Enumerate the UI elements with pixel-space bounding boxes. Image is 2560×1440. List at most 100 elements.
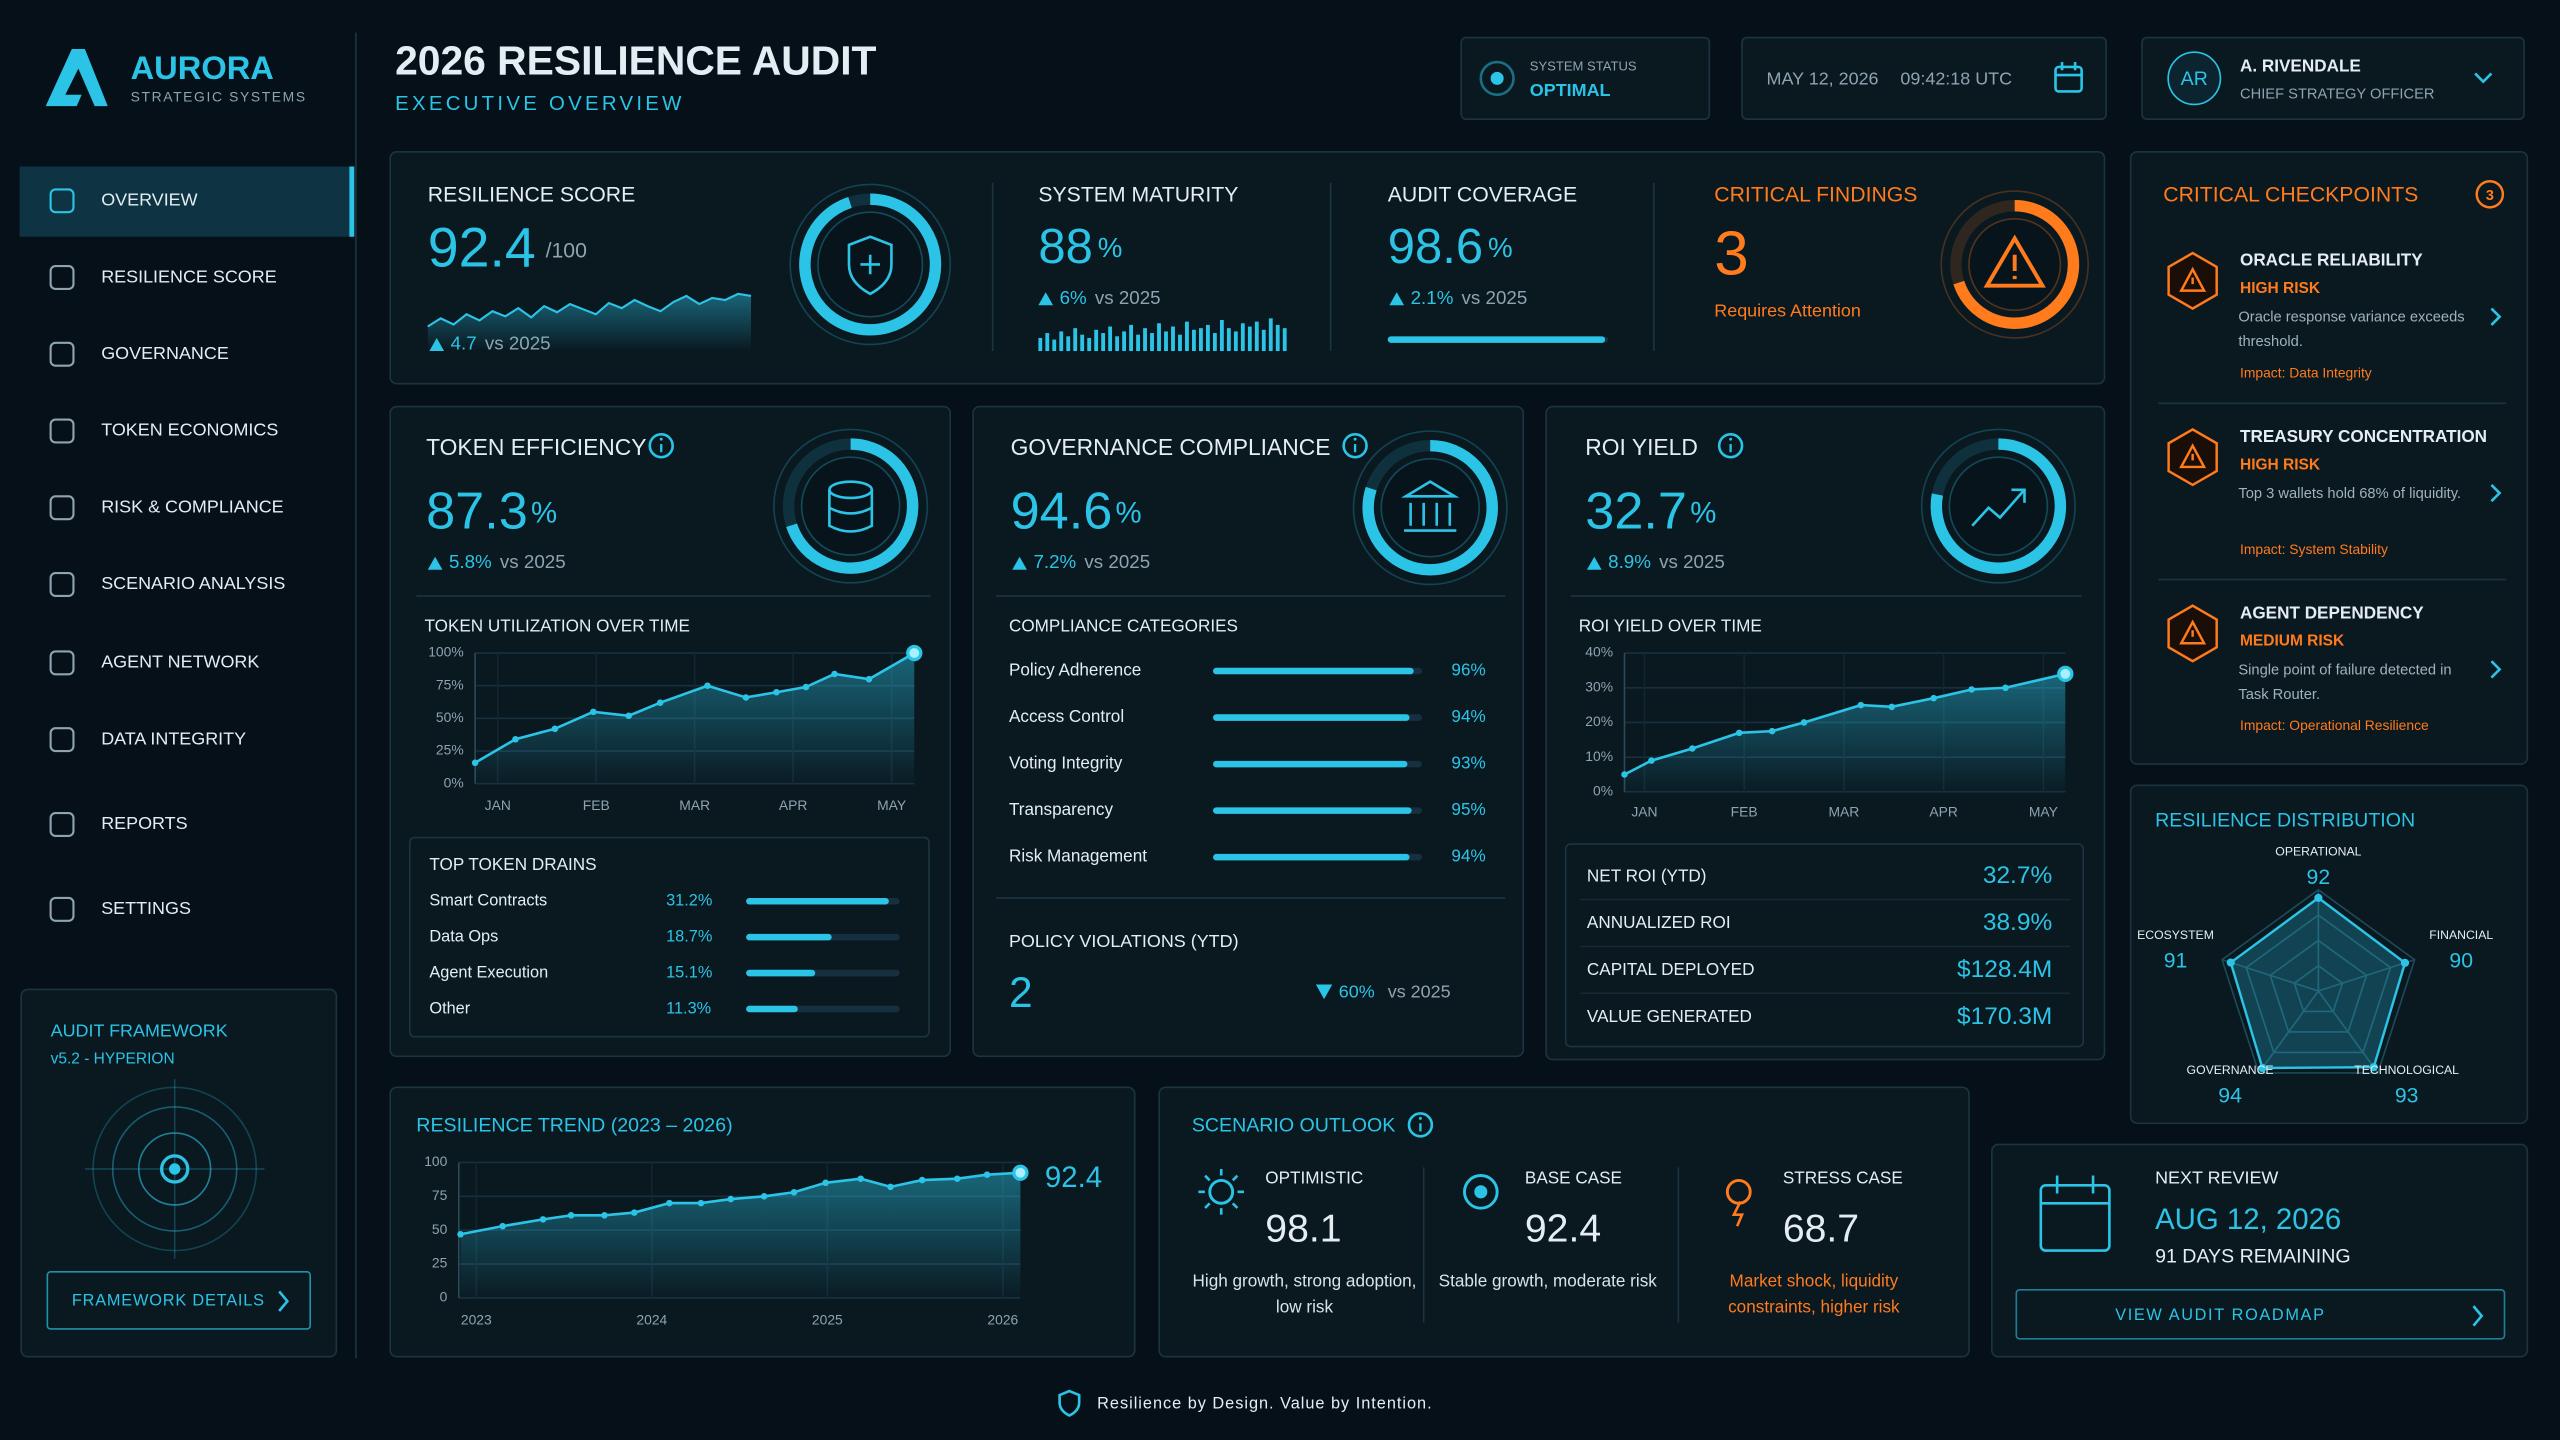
point	[551, 725, 559, 733]
user-name: A. RIVENDALE	[2240, 55, 2361, 75]
text-block: High growth, strong adoption, low risk	[1193, 1272, 1417, 1318]
mini-bar	[1143, 328, 1147, 352]
y-tick-label: 0	[440, 1289, 448, 1305]
user-initials: AR	[2181, 68, 2208, 90]
description: Oracle response variance exceeds thresho…	[2238, 308, 2465, 350]
chevron[interactable]	[2490, 307, 2502, 326]
description: Market shock, liquidity constraints, hig…	[1728, 1271, 1900, 1318]
nav-icon	[49, 727, 75, 753]
y-tick-label: 30%	[1585, 678, 1613, 694]
mini-bar	[1233, 331, 1238, 352]
framework-button-label[interactable]: FRAMEWORK DETAILS	[72, 1292, 265, 1310]
compare: vs 2025	[1388, 981, 1451, 1001]
drains-title: TOP TOKEN DRAINS	[429, 854, 596, 874]
x-tick-label: 2025	[812, 1311, 843, 1327]
roadmap-button[interactable]	[2015, 1288, 2506, 1340]
chevron	[2472, 1305, 2484, 1327]
point	[656, 699, 664, 706]
point	[742, 694, 750, 701]
nav-item[interactable]: DATA INTEGRITY	[101, 728, 246, 748]
nav-item[interactable]: RESILIENCE SCORE	[101, 266, 276, 286]
governance-panel	[972, 405, 1525, 1058]
warning-icon	[1983, 234, 2046, 288]
line	[1623, 672, 2066, 776]
point	[601, 1212, 608, 1219]
info-icon	[1717, 432, 1744, 459]
page-title: 2026 RESILIENCE AUDIT	[395, 37, 876, 83]
metric-value: 38.9%	[1983, 909, 2052, 936]
radar-point	[2400, 958, 2410, 967]
metric-value: 32.7%	[1983, 862, 2052, 889]
review-remaining: 91 DAYS REMAINING	[2155, 1245, 2350, 1267]
user-box[interactable]	[2141, 36, 2525, 120]
point	[704, 682, 711, 689]
radar-ring	[2293, 964, 2344, 1013]
info-icon	[1418, 1116, 1422, 1120]
radar-label: ECOSYSTEM	[2137, 928, 2214, 942]
roadmap-button-label[interactable]: VIEW AUDIT ROADMAP	[2115, 1306, 2325, 1324]
nav-item[interactable]: GOVERNANCE	[101, 343, 229, 363]
framework-button[interactable]	[46, 1271, 312, 1330]
drain-value: 31.2%	[666, 892, 712, 910]
drain-value: 15.1%	[666, 963, 712, 981]
mini-bar	[1261, 329, 1266, 352]
radar-title: RESILIENCE DISTRIBUTION	[2155, 809, 2415, 831]
info-icon	[1353, 437, 1357, 441]
nav-item[interactable]: AGENT NETWORK	[101, 652, 259, 672]
mini-bar	[1038, 337, 1043, 352]
datetime-box	[1741, 36, 2107, 120]
mini-bar	[1178, 334, 1182, 352]
hex-symbol	[2179, 443, 2207, 469]
y-tick-label: 100	[424, 1153, 447, 1169]
nav-icon	[49, 341, 75, 367]
chart-title: TOKEN UTILIZATION OVER TIME	[424, 615, 689, 635]
point	[1768, 727, 1776, 735]
bar	[1213, 807, 1412, 814]
radar-label: TECHNOLOGICAL	[2354, 1063, 2459, 1077]
nav-item[interactable]: RISK & COMPLIANCE	[101, 496, 283, 516]
area	[1624, 673, 2066, 792]
mini-bar	[1101, 333, 1106, 352]
violations-delta: 60% vs 2025	[1339, 981, 1451, 1001]
checkpoints-count: 3	[2486, 188, 2494, 204]
point	[1735, 729, 1743, 737]
nav-item[interactable]: OVERVIEW	[101, 190, 197, 210]
shield-icon	[847, 235, 893, 296]
point	[539, 1216, 547, 1223]
kpi-value: 3	[1714, 219, 1748, 288]
mini-bar	[1205, 324, 1210, 352]
value: 94.6	[1011, 482, 1113, 540]
violations-title: POLICY VIOLATIONS (YTD)	[1009, 931, 1239, 951]
card-title: GOVERNANCE COMPLIANCE	[1011, 434, 1331, 460]
radar-spoke	[2258, 990, 2320, 1074]
chevron[interactable]	[2490, 660, 2502, 679]
x-tick-label: FEB	[1731, 804, 1758, 820]
value: 32.7	[1585, 482, 1687, 540]
mini-bar	[1212, 333, 1217, 352]
compliance-name: Policy Adherence	[1009, 660, 1141, 680]
radar-spoke	[2221, 958, 2319, 992]
delta: 60%	[1339, 981, 1375, 1001]
kpi-label: AUDIT COVERAGE	[1388, 184, 1577, 207]
point	[2057, 665, 2074, 683]
y-tick-label: 0%	[1593, 782, 1613, 798]
unit: %	[1690, 496, 1716, 529]
unit: %	[531, 496, 557, 529]
nav-item[interactable]: TOKEN ECONOMICS	[101, 420, 278, 440]
point	[802, 683, 810, 691]
mini-bar	[1171, 326, 1175, 352]
kpi-value: 98.6%	[1388, 220, 1513, 274]
info-icon	[659, 437, 663, 441]
point	[918, 1176, 926, 1184]
sun-ray	[1204, 1202, 1211, 1209]
time: 09:42:18 UTC	[1900, 69, 2012, 89]
nav-item[interactable]: SETTINGS	[101, 898, 191, 918]
nav-item[interactable]: REPORTS	[101, 813, 187, 833]
scenario-icon	[1463, 1174, 1499, 1210]
nav-item[interactable]: SCENARIO ANALYSIS	[101, 573, 285, 593]
x-tick-label: 2026	[987, 1311, 1018, 1327]
y-tick-label: 25%	[436, 742, 464, 758]
dropdown-chevron[interactable]	[2474, 72, 2493, 84]
chevron[interactable]	[2490, 483, 2502, 503]
scenario-value: 68.7	[1783, 1207, 1859, 1250]
